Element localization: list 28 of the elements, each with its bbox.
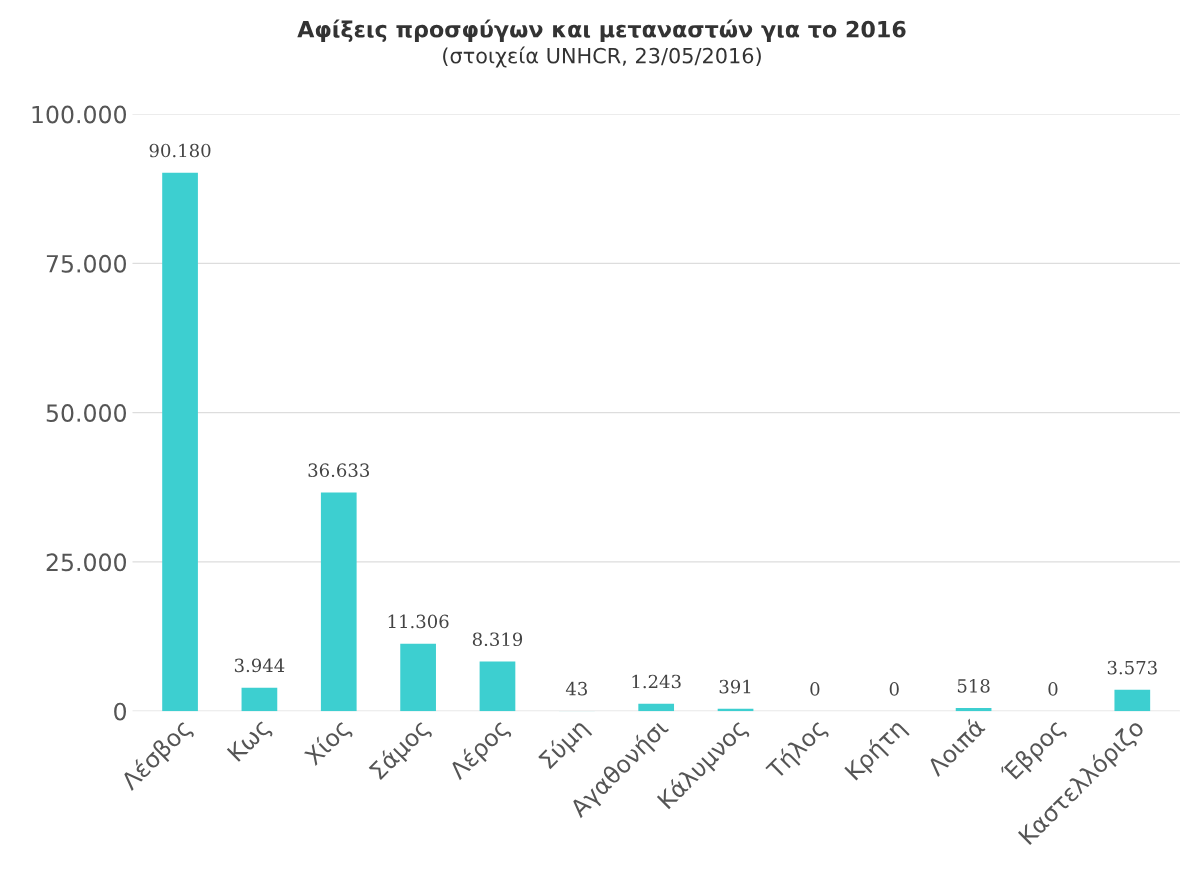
bar [638, 703, 675, 712]
y-tick-label: 0 [114, 702, 127, 721]
bar [320, 492, 357, 712]
bar [955, 708, 992, 712]
bar [400, 643, 436, 712]
bar [1114, 689, 1151, 712]
y-tick-label: 100.000 [32, 105, 127, 124]
data-label: 8.319 [472, 632, 523, 647]
bar [479, 661, 516, 712]
y-tick-label: 75.000 [46, 254, 127, 273]
data-label: 1.243 [632, 674, 681, 689]
y-tick-label: 50.000 [46, 404, 127, 422]
data-label: 90.180 [149, 143, 211, 158]
y-tick-label: 25.000 [46, 553, 127, 572]
data-label: 3.573 [1107, 660, 1157, 675]
data-label: 3.944 [234, 658, 285, 673]
bar [241, 687, 278, 712]
data-label: 0 [889, 682, 899, 696]
chart-title: Αφίξεις προσφύγων και μεταναστών για το 2016 [297, 19, 906, 42]
data-label: 11.306 [388, 614, 449, 629]
data-label: 0 [810, 682, 820, 696]
data-label: 518 [957, 678, 990, 693]
data-label: 0 [1048, 682, 1058, 696]
data-label: 36.633 [308, 463, 370, 478]
chart-subtitle: (στοιχεία UNHCR, 23/05/2016) [443, 46, 761, 68]
bar [162, 172, 198, 712]
data-label: 43 [565, 681, 587, 696]
data-label: 391 [719, 679, 751, 694]
